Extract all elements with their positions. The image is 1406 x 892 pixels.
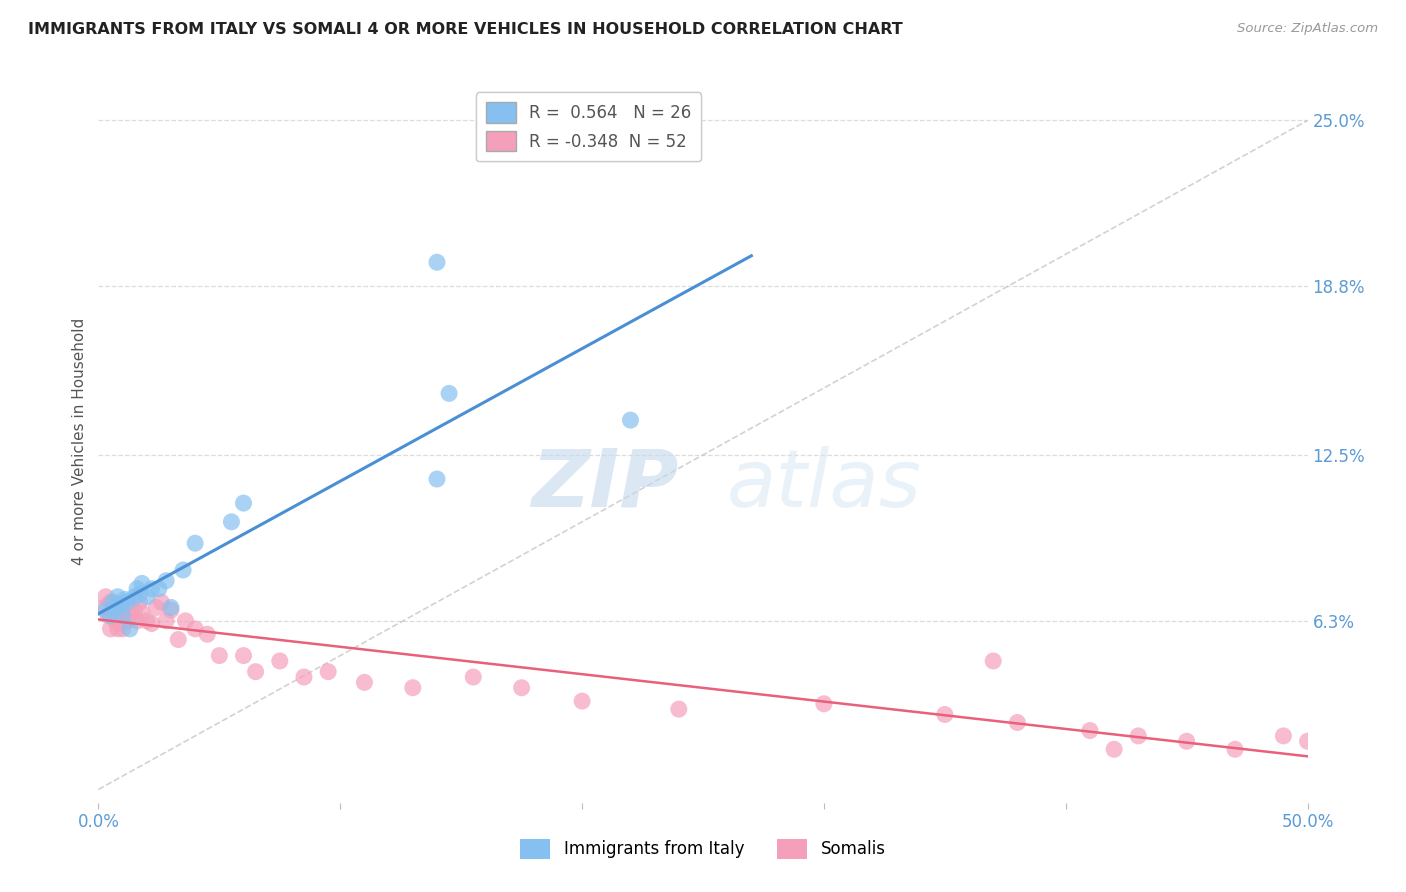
- Point: [269, 654, 291, 668]
- Point: [619, 413, 641, 427]
- Point: [97, 608, 120, 623]
- Point: [571, 694, 593, 708]
- Point: [981, 654, 1004, 668]
- Point: [402, 681, 425, 695]
- Point: [145, 600, 167, 615]
- Point: [155, 614, 177, 628]
- Point: [118, 622, 141, 636]
- Point: [195, 627, 218, 641]
- Point: [135, 590, 157, 604]
- Point: [232, 648, 254, 663]
- Point: [1102, 742, 1125, 756]
- Y-axis label: 4 or more Vehicles in Household: 4 or more Vehicles in Household: [72, 318, 87, 566]
- Point: [221, 515, 243, 529]
- Point: [117, 595, 139, 609]
- Point: [1272, 729, 1295, 743]
- Point: [104, 600, 127, 615]
- Point: [108, 616, 131, 631]
- Point: [426, 255, 449, 269]
- Point: [463, 670, 485, 684]
- Point: [437, 386, 460, 401]
- Point: [111, 603, 134, 617]
- Point: [107, 608, 129, 623]
- Point: [1175, 734, 1198, 748]
- Point: [127, 614, 149, 628]
- Point: [107, 590, 129, 604]
- Point: [100, 608, 122, 623]
- Point: [426, 472, 449, 486]
- Point: [114, 592, 136, 607]
- Point: [128, 587, 150, 601]
- Legend: R =  0.564   N = 26, R = -0.348  N = 52: R = 0.564 N = 26, R = -0.348 N = 52: [475, 92, 702, 161]
- Point: [160, 603, 183, 617]
- Point: [131, 606, 153, 620]
- Point: [121, 608, 143, 623]
- Point: [101, 595, 124, 609]
- Point: [184, 622, 207, 636]
- Point: [1078, 723, 1101, 738]
- Point: [100, 595, 122, 609]
- Point: [184, 536, 207, 550]
- Point: [135, 614, 157, 628]
- Point: [104, 600, 127, 615]
- Text: Source: ZipAtlas.com: Source: ZipAtlas.com: [1237, 22, 1378, 36]
- Point: [934, 707, 956, 722]
- Point: [91, 600, 114, 615]
- Point: [1128, 729, 1150, 743]
- Point: [1007, 715, 1029, 730]
- Point: [813, 697, 835, 711]
- Point: [107, 622, 129, 636]
- Point: [131, 576, 153, 591]
- Point: [141, 616, 163, 631]
- Point: [208, 648, 231, 663]
- Point: [1223, 742, 1246, 756]
- Point: [124, 603, 146, 617]
- Point: [108, 598, 131, 612]
- Text: IMMIGRANTS FROM ITALY VS SOMALI 4 OR MORE VEHICLES IN HOUSEHOLD CORRELATION CHAR: IMMIGRANTS FROM ITALY VS SOMALI 4 OR MOR…: [28, 22, 903, 37]
- Point: [245, 665, 267, 679]
- Point: [167, 632, 190, 647]
- Point: [174, 614, 197, 628]
- Point: [510, 681, 533, 695]
- Point: [117, 614, 139, 628]
- Point: [100, 622, 122, 636]
- Point: [118, 600, 141, 615]
- Point: [232, 496, 254, 510]
- Point: [104, 614, 127, 628]
- Point: [128, 595, 150, 609]
- Point: [94, 603, 117, 617]
- Point: [292, 670, 315, 684]
- Point: [353, 675, 375, 690]
- Point: [127, 582, 149, 596]
- Point: [94, 590, 117, 604]
- Point: [172, 563, 194, 577]
- Point: [316, 665, 339, 679]
- Legend: Immigrants from Italy, Somalis: Immigrants from Italy, Somalis: [513, 832, 893, 866]
- Point: [111, 608, 134, 623]
- Point: [155, 574, 177, 588]
- Point: [124, 590, 146, 604]
- Point: [114, 608, 136, 623]
- Point: [1296, 734, 1319, 748]
- Text: ZIP: ZIP: [531, 446, 679, 524]
- Point: [160, 600, 183, 615]
- Point: [148, 582, 170, 596]
- Point: [668, 702, 690, 716]
- Point: [150, 595, 173, 609]
- Point: [141, 582, 163, 596]
- Text: atlas: atlas: [727, 446, 922, 524]
- Point: [111, 622, 134, 636]
- Point: [101, 603, 124, 617]
